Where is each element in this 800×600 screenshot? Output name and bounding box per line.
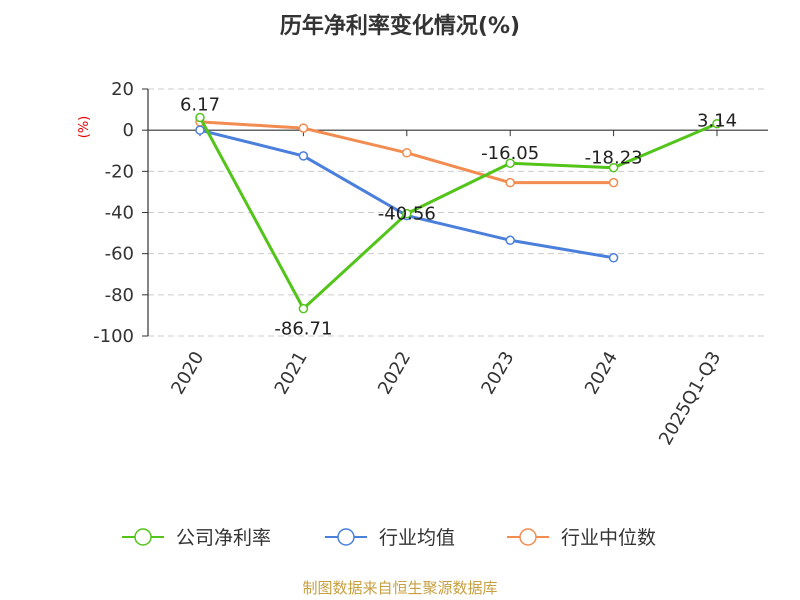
x-tick-label: 2024 <box>581 348 622 398</box>
chart-title: 历年净利率变化情况(%) <box>280 13 520 39</box>
x-tick-label: 2021 <box>271 348 312 398</box>
data-point <box>298 303 309 314</box>
data-point <box>608 177 619 188</box>
x-tick-label: 2023 <box>477 348 518 398</box>
data-point <box>298 151 309 161</box>
data-point <box>608 162 619 173</box>
y-tick-label: -80 <box>105 285 134 306</box>
y-tick-label: -60 <box>105 244 134 265</box>
y-axis-label: (%) <box>77 116 92 139</box>
data-label: 6.17 <box>180 94 220 115</box>
data-point <box>402 208 412 219</box>
data-point <box>712 118 722 129</box>
data-point <box>608 253 619 263</box>
legend[interactable]: 公司净利率 行业均值 行业中位数 <box>122 527 656 549</box>
data-label: -18.23 <box>585 148 643 169</box>
legend-label[interactable]: 公司净利率 <box>176 527 271 549</box>
data-label: -40.56 <box>378 204 436 225</box>
legend-label[interactable]: 行业均值 <box>379 527 455 549</box>
data-label: -16.05 <box>481 143 539 164</box>
x-tick-label: 2022 <box>374 348 415 398</box>
data-labels: 6.17 -86.71 -40.56 -16.05 -18.23 3.14 <box>180 94 737 339</box>
data-point <box>298 123 309 133</box>
y-tick-label: 0 <box>123 120 134 141</box>
legend-swatch-marker[interactable] <box>337 528 355 546</box>
y-tick-label: -40 <box>105 203 134 224</box>
legend-label[interactable]: 行业中位数 <box>561 527 656 549</box>
data-point <box>195 125 205 135</box>
x-tick-label: 2020 <box>167 348 208 398</box>
x-tick-label: 2025Q1-Q3 <box>655 348 725 449</box>
series-lines <box>195 112 722 314</box>
y-tick-label: -100 <box>93 326 134 347</box>
data-point <box>505 177 515 188</box>
data-point <box>402 148 412 158</box>
data-point <box>505 235 515 246</box>
axes: 20 0 -20 -40 -60 -80 -100 2020 2021 2022 2023 2024 2… <box>93 79 768 449</box>
y-tick-label: -20 <box>105 161 134 182</box>
grid-lines <box>148 88 768 337</box>
source-note: 制图数据来自恒生聚源数据库 <box>302 579 497 597</box>
y-tick-label: 20 <box>111 79 134 100</box>
data-point <box>195 112 205 123</box>
data-label: -86.71 <box>274 319 332 340</box>
legend-swatch-marker[interactable] <box>134 528 152 546</box>
data-point <box>505 158 515 168</box>
legend-swatch-marker[interactable] <box>519 528 537 546</box>
data-label: 3.14 <box>697 111 737 132</box>
series-line <box>198 116 718 311</box>
